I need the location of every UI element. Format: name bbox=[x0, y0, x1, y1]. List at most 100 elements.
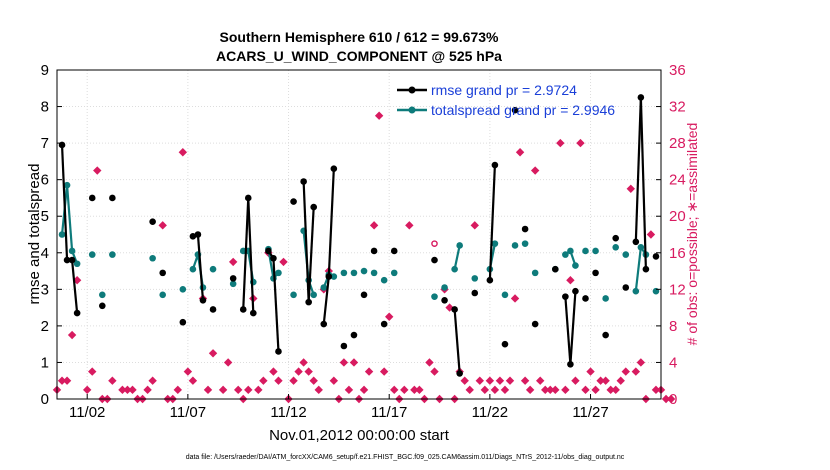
rmse-point bbox=[622, 284, 630, 291]
rmse-point bbox=[209, 306, 217, 313]
spread-point bbox=[562, 251, 569, 258]
rmse-point bbox=[270, 254, 277, 262]
spread-point bbox=[179, 286, 187, 293]
spread-point bbox=[582, 247, 589, 255]
y-tick-label: 9 bbox=[41, 62, 49, 79]
spread-point bbox=[209, 265, 217, 273]
y-tick-label: 2 bbox=[41, 318, 49, 335]
rmse-line-segment bbox=[488, 164, 496, 281]
x-tick-label: 11/02 bbox=[69, 404, 105, 421]
rmse-line-segment bbox=[564, 296, 572, 365]
obs-assimilated-marker bbox=[400, 385, 409, 395]
spread-point bbox=[511, 242, 519, 249]
obs-assimilated-marker bbox=[228, 257, 238, 267]
obs-assimilated-marker bbox=[259, 376, 268, 385]
rmse-point bbox=[572, 287, 579, 295]
legend-spread-marker bbox=[408, 106, 416, 114]
spread-point bbox=[637, 243, 645, 251]
rmse-point bbox=[229, 275, 237, 282]
y-tick-label: 0 bbox=[41, 391, 49, 408]
obs-assimilated-marker bbox=[460, 376, 469, 385]
spread-point bbox=[109, 251, 116, 258]
spread-point bbox=[159, 291, 166, 299]
obs-assimilated-marker bbox=[636, 358, 646, 367]
rmse-point bbox=[275, 348, 282, 355]
y2-tick-label: 24 bbox=[669, 172, 686, 189]
obs-assimilated-marker bbox=[128, 385, 137, 395]
rmse-point bbox=[632, 238, 640, 246]
legend-spread-label: totalspread grand pr = 2.9946 bbox=[431, 102, 615, 118]
y-tick-label: 7 bbox=[41, 135, 49, 152]
spread-line-segment bbox=[65, 185, 74, 252]
rmse-point bbox=[310, 203, 318, 211]
legend: rmse grand pr = 2.9724 totalspread grand… bbox=[397, 82, 615, 118]
rmse-point bbox=[592, 269, 599, 277]
spread-point bbox=[58, 231, 66, 238]
spread-point bbox=[330, 273, 338, 280]
rmse-point bbox=[360, 291, 368, 299]
rmse-point bbox=[244, 194, 252, 202]
obs-assimilated-marker bbox=[530, 166, 540, 175]
obs-assimilated-marker bbox=[279, 257, 288, 267]
plot-frame bbox=[56, 69, 662, 400]
x-tick-label: 11/12 bbox=[270, 404, 306, 421]
obs-assimilated-marker bbox=[626, 184, 635, 194]
rmse-line-segment bbox=[453, 309, 461, 374]
spread-point bbox=[380, 276, 388, 284]
obs-assimilated-marker bbox=[661, 394, 671, 404]
obs-assimilated-marker bbox=[646, 230, 656, 239]
rmse-line-segment bbox=[71, 259, 79, 314]
rmse-line-segment bbox=[196, 234, 205, 301]
spread-line-segment bbox=[453, 245, 461, 270]
spread-point bbox=[567, 247, 574, 255]
spread-point bbox=[441, 284, 448, 291]
rmse-line-segment bbox=[639, 97, 647, 270]
rmse-point bbox=[68, 256, 76, 264]
rmse-point bbox=[300, 178, 307, 185]
x-tick-label: 11/17 bbox=[371, 404, 407, 421]
spread-point bbox=[622, 251, 630, 258]
spread-point bbox=[531, 269, 539, 277]
obs-assimilated-marker bbox=[651, 385, 661, 395]
rmse-point bbox=[431, 256, 438, 264]
rmse-point bbox=[109, 194, 116, 202]
spread-point bbox=[310, 291, 318, 299]
rmse-point bbox=[330, 165, 338, 172]
rmse-line-segment bbox=[302, 181, 310, 303]
rmse-line-segment bbox=[247, 197, 255, 314]
obs-assimilated-marker bbox=[606, 385, 615, 395]
obs-assimilated-marker bbox=[339, 358, 349, 367]
obs-assimilated-marker bbox=[83, 385, 92, 395]
obs-possible-marker bbox=[431, 240, 438, 247]
obs-assimilated-marker bbox=[188, 376, 198, 385]
rmse-line-segment bbox=[569, 291, 577, 365]
spread-point bbox=[592, 247, 599, 255]
rmse-line-segment bbox=[60, 144, 69, 261]
rmse-point bbox=[521, 225, 529, 233]
obs-assimilated-marker bbox=[269, 367, 278, 376]
spread-point bbox=[350, 269, 358, 277]
obs-assimilated-marker bbox=[536, 376, 545, 385]
obs-assimilated-marker bbox=[430, 367, 439, 376]
chart-subtitle: ACARS_U_WIND_COMPONENT @ 525 hPa bbox=[216, 48, 502, 64]
obs-assimilated-marker bbox=[510, 294, 520, 303]
obs-assimilated-marker bbox=[349, 358, 359, 367]
right-axis-label: # of obs: o=possible; ∗=assimilated bbox=[684, 123, 700, 346]
rmse-point bbox=[567, 360, 574, 368]
obs-assimilated-marker bbox=[601, 376, 610, 385]
spread-point bbox=[612, 243, 619, 251]
rmse-point bbox=[305, 298, 312, 306]
rmse-point bbox=[320, 320, 328, 328]
spread-point bbox=[370, 269, 378, 277]
rmse-point bbox=[451, 306, 458, 313]
obs-assimilated-marker bbox=[485, 376, 495, 385]
obs-assimilated-marker bbox=[586, 367, 595, 376]
obs-assimilated-marker bbox=[561, 385, 570, 395]
obs-assimilated-marker bbox=[314, 385, 323, 395]
rmse-point bbox=[456, 370, 463, 377]
obs-assimilated-marker bbox=[374, 111, 384, 120]
data-file-footnote: data file: /Users/raeder/DAI/ATM_forcXX/… bbox=[186, 454, 625, 461]
y2-tick-label: 36 bbox=[669, 62, 686, 79]
spread-point bbox=[229, 280, 237, 288]
obs-assimilated-marker bbox=[299, 358, 308, 367]
